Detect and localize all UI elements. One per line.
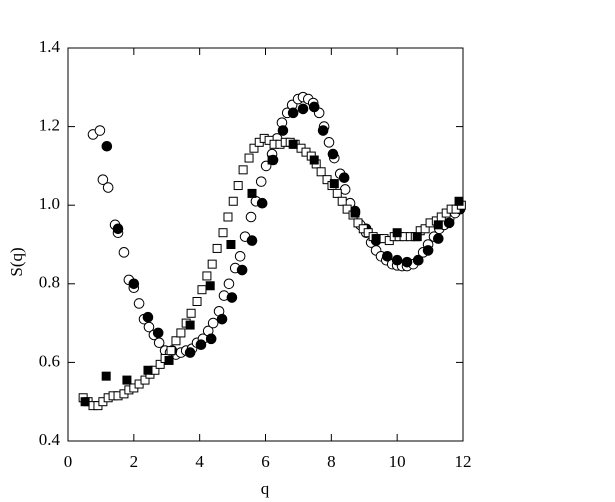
circle-marker (255, 176, 267, 187)
circle-marker (216, 313, 228, 325)
square-marker (247, 188, 257, 198)
square-marker (80, 397, 90, 407)
square-marker (101, 371, 111, 381)
x-tick-label: 10 (389, 452, 406, 471)
square-marker (288, 139, 298, 149)
circle-marker (184, 347, 196, 358)
circle-marker (317, 125, 329, 136)
square-marker (207, 259, 217, 269)
circle-marker (102, 182, 114, 193)
x-axis-label: q (261, 479, 270, 498)
x-tick-label: 2 (130, 452, 139, 471)
y-axis-label: S(q) (7, 247, 26, 276)
y-tick-label: 1.0 (39, 194, 60, 213)
square-marker (218, 228, 228, 238)
x-tick-label: 0 (64, 452, 73, 471)
square-marker (371, 234, 381, 244)
circle-marker (223, 278, 235, 290)
y-tick-label: 1.2 (39, 116, 60, 135)
circle-marker (391, 254, 403, 266)
circle-marker (128, 278, 140, 290)
x-tick-label: 6 (261, 452, 270, 471)
circle-marker (236, 264, 248, 276)
square-marker (249, 143, 259, 153)
square-marker (244, 153, 254, 163)
y-tick-label: 1.4 (39, 37, 61, 56)
square-marker (197, 285, 207, 295)
circle-marker (118, 247, 130, 258)
circle-marker (339, 184, 351, 195)
circle-marker (433, 233, 444, 244)
circle-marker (256, 197, 268, 209)
square-marker (233, 181, 243, 191)
square-marker (433, 220, 443, 230)
circle-marker (226, 292, 238, 303)
circle-marker (412, 254, 424, 266)
x-tick-label: 12 (455, 452, 472, 471)
circle-marker (323, 137, 335, 148)
circle-marker (297, 103, 309, 115)
square-marker (186, 308, 196, 318)
square-marker (420, 224, 430, 234)
circle-marker (443, 217, 455, 229)
circle-marker (287, 107, 299, 119)
circle-marker (94, 125, 106, 136)
square-marker (454, 196, 464, 206)
circle-marker (277, 125, 289, 136)
square-marker (332, 188, 342, 198)
square-marker (350, 208, 360, 218)
square-marker (226, 240, 236, 249)
circle-marker (327, 148, 339, 160)
circle-marker (246, 235, 258, 246)
square-marker (143, 365, 153, 375)
square-marker (171, 336, 181, 346)
square-marker (329, 179, 339, 189)
circle-marker (207, 317, 219, 329)
square-marker (176, 328, 186, 338)
square-marker (353, 218, 363, 228)
circle-marker (205, 333, 217, 345)
square-marker (412, 232, 422, 242)
square-marker (164, 355, 174, 365)
square-marker (140, 375, 150, 385)
circle-marker (195, 339, 207, 351)
circle-marker (112, 223, 124, 235)
circle-marker (245, 211, 257, 223)
square-marker (223, 212, 233, 222)
square-marker (155, 359, 165, 369)
square-marker (337, 196, 347, 206)
circle-marker (101, 140, 113, 152)
circle-marker (152, 327, 164, 339)
y-tick-label: 0.4 (39, 430, 61, 449)
square-marker (166, 346, 176, 356)
square-marker (267, 155, 277, 165)
square-marker (228, 196, 238, 206)
circle-marker (338, 172, 350, 183)
y-tick-label: 0.8 (39, 273, 60, 292)
square-marker (392, 228, 402, 238)
circle-marker (234, 250, 246, 262)
square-marker (185, 320, 195, 330)
circle-marker (381, 250, 393, 262)
square-marker (202, 271, 212, 281)
square-marker (192, 296, 202, 306)
x-tick-label: 8 (327, 452, 336, 471)
square-marker (238, 165, 248, 175)
square-marker (205, 281, 215, 291)
circle-marker (97, 174, 109, 185)
circle-marker (422, 245, 434, 256)
circle-marker (133, 298, 145, 309)
circle-marker (142, 311, 154, 323)
square-marker (122, 375, 132, 385)
circle-marker (308, 101, 320, 113)
y-tick-label: 0.6 (39, 351, 60, 370)
circle-marker (401, 256, 413, 268)
x-tick-label: 4 (195, 452, 204, 471)
square-marker (309, 155, 319, 165)
square-marker (212, 243, 222, 253)
square-marker (316, 167, 326, 177)
